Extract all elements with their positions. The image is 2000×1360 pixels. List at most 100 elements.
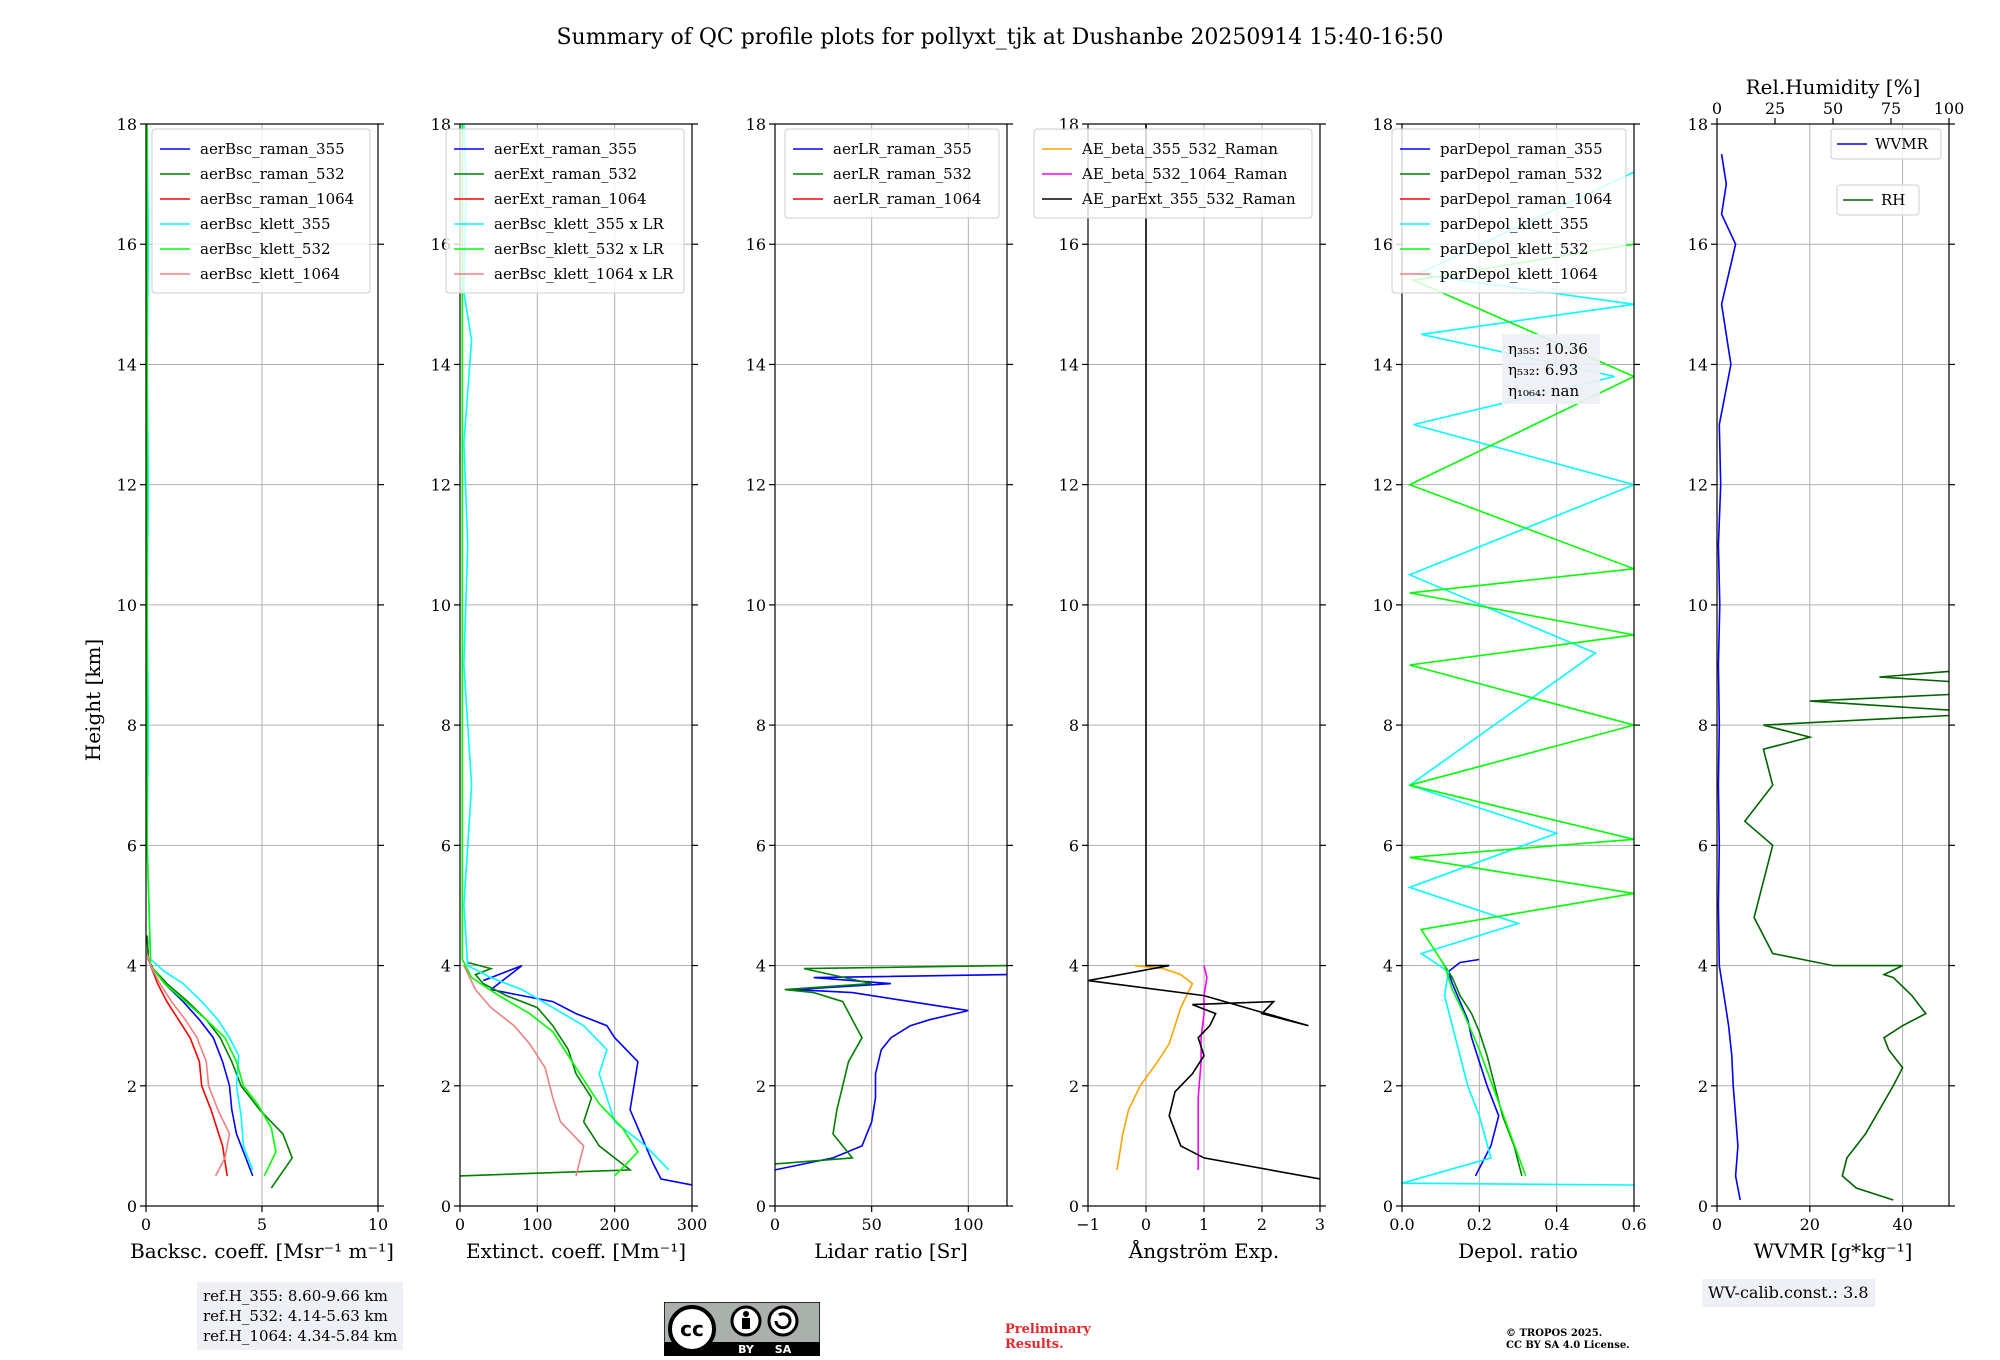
y-tick-label: 4 bbox=[1698, 957, 1708, 976]
preliminary-notice: Preliminary Results. bbox=[1005, 1322, 1091, 1352]
x-tick-label: 20 bbox=[1800, 1215, 1820, 1234]
y-tick-label: 14 bbox=[1373, 355, 1393, 374]
ref-height-355: ref.H_355: 8.60-9.66 km bbox=[203, 1287, 388, 1305]
ref-height-1064: ref.H_1064: 4.34-5.84 km bbox=[203, 1327, 398, 1345]
y-tick-label: 0 bbox=[127, 1197, 137, 1216]
x-top-tick-label: 0 bbox=[1712, 99, 1722, 118]
chart-panel-5: 0 2 4 6 8 10 12 14 16 18 0.0 0.2 0.4 0.6 Depol. ratio p… bbox=[1373, 115, 1647, 1263]
y-tick-label: 16 bbox=[746, 235, 766, 254]
y-tick-label: 2 bbox=[441, 1077, 451, 1096]
y-tick-label: 18 bbox=[431, 115, 451, 134]
legend-label: aerExt_raman_1064 bbox=[494, 190, 647, 208]
y-tick-label: 12 bbox=[1373, 476, 1393, 495]
legend-label: parDepol_klett_355 bbox=[1440, 215, 1589, 233]
legend-label: parDepol_klett_532 bbox=[1440, 240, 1589, 258]
series-line-aerBsc_raman_532 bbox=[146, 935, 294, 1189]
x-tick-label: 2 bbox=[1257, 1215, 1267, 1234]
eta-annotation-text: η₅₃₂: 6.93 bbox=[1508, 361, 1578, 379]
copyright-line-2: CC BY SA 4.0 License. bbox=[1506, 1340, 1630, 1351]
y-tick-label: 4 bbox=[1383, 957, 1393, 976]
x-tick-label: 5 bbox=[257, 1215, 267, 1234]
x-tick-label: 0.0 bbox=[1389, 1215, 1414, 1234]
series-group bbox=[1088, 124, 1320, 1180]
legend-label: parDepol_raman_355 bbox=[1440, 140, 1603, 158]
series-line-RH bbox=[1743, 670, 1949, 1201]
legend-label: AE_beta_355_532_Raman bbox=[1081, 140, 1278, 158]
series-line-parDepol_raman_532 bbox=[1440, 959, 1523, 1177]
x-top-tick-label: 100 bbox=[1934, 99, 1965, 118]
legend-label: parDepol_raman_1064 bbox=[1440, 190, 1612, 208]
y-tick-label: 12 bbox=[746, 476, 766, 495]
legend-label: AE_parExt_355_532_Raman bbox=[1081, 190, 1296, 208]
legend-label: aerBsc_raman_355 bbox=[200, 140, 345, 158]
series-line-parDepol_raman_355 bbox=[1447, 958, 1500, 1177]
y-tick-label: 0 bbox=[1383, 1197, 1393, 1216]
x-axis-label: Extinct. coeff. [Mm⁻¹] bbox=[466, 1239, 686, 1263]
legend-label: WVMR bbox=[1875, 135, 1929, 153]
panels: 0 2 4 6 8 10 12 14 16 18 0 5 10 Backsc. coeff. [Msr⁻¹… bbox=[117, 75, 1965, 1263]
x-axis-label: Lidar ratio [Sr] bbox=[814, 1239, 968, 1263]
series-line-aerLR_raman_532 bbox=[775, 964, 1007, 1165]
y-tick-label: 12 bbox=[117, 476, 137, 495]
legend-box bbox=[1830, 128, 1942, 160]
y-tick-label: 2 bbox=[127, 1077, 137, 1096]
y-tick-label: 6 bbox=[756, 836, 766, 855]
series-group bbox=[460, 124, 692, 1186]
legend-label: aerBsc_klett_355 x LR bbox=[494, 215, 665, 233]
preliminary-line-2: Results. bbox=[1005, 1337, 1064, 1352]
legend-label: aerBsc_raman_1064 bbox=[200, 190, 354, 208]
legend-label: AE_beta_532_1064_Raman bbox=[1081, 165, 1288, 183]
series-line-aerBsc_klett_355 x LR bbox=[463, 124, 670, 1171]
legend-label: aerExt_raman_355 bbox=[494, 140, 637, 158]
x-tick-label: −1 bbox=[1076, 1215, 1100, 1234]
y-tick-label: 8 bbox=[1069, 716, 1079, 735]
legend-label: aerLR_raman_532 bbox=[833, 165, 972, 183]
wv-calib-box: WV-calib.const.: 3.8 bbox=[1702, 1279, 1875, 1307]
y-tick-label: 14 bbox=[746, 355, 766, 374]
y-tick-label: 4 bbox=[127, 957, 137, 976]
svg-text:cc: cc bbox=[680, 1317, 704, 1341]
y-tick-label: 2 bbox=[1698, 1077, 1708, 1096]
y-tick-label: 0 bbox=[1069, 1197, 1079, 1216]
y-tick-label: 8 bbox=[1383, 716, 1393, 735]
legend-label: aerLR_raman_1064 bbox=[833, 190, 981, 208]
y-tick-label: 8 bbox=[441, 716, 451, 735]
series-group bbox=[1717, 153, 1949, 1201]
series-line-AE_parExt_355_532_Raman bbox=[1088, 124, 1320, 1180]
plot-frame bbox=[459, 123, 693, 1207]
y-tick-label: 16 bbox=[117, 235, 137, 254]
y-tick-label: 6 bbox=[127, 836, 137, 855]
y-tick-label: 16 bbox=[1373, 235, 1393, 254]
copyright-notice: © TROPOS 2025. CC BY SA 4.0 License. bbox=[1506, 1328, 1630, 1352]
y-tick-label: 10 bbox=[431, 596, 451, 615]
series-line-AE_beta_355_532_Raman bbox=[1116, 964, 1194, 1171]
wv-calib-text: WV-calib.const.: 3.8 bbox=[1708, 1283, 1869, 1302]
series-line-aerBsc_klett_355 bbox=[146, 124, 254, 1171]
chart-panel-3: 0 2 4 6 8 10 12 14 16 18 0 50 100 Lidar ratio [Sr] aer… bbox=[746, 115, 1013, 1263]
copyright-line-1: © TROPOS 2025. bbox=[1506, 1328, 1603, 1339]
series-line-WVMR bbox=[1717, 153, 1741, 1201]
y-tick-label: 12 bbox=[1688, 476, 1708, 495]
x-axis-label: Backsc. coeff. [Msr⁻¹ m⁻¹] bbox=[130, 1239, 394, 1263]
legend-box bbox=[151, 128, 371, 294]
y-tick-label: 14 bbox=[117, 355, 137, 374]
figure-title: Summary of QC profile plots for pollyxt_… bbox=[556, 25, 1443, 50]
y-tick-label: 0 bbox=[1698, 1197, 1708, 1216]
y-tick-label: 6 bbox=[1069, 836, 1079, 855]
x-tick-label: 3 bbox=[1315, 1215, 1325, 1234]
ref-height-box: ref.H_355: 8.60-9.66 km ref.H_532: 4.14-… bbox=[197, 1282, 404, 1350]
y-tick-label: 2 bbox=[756, 1077, 766, 1096]
series-line-aerBsc_klett_532 bbox=[146, 124, 277, 1177]
x-tick-label: 0 bbox=[1712, 1215, 1722, 1234]
y-tick-label: 2 bbox=[1383, 1077, 1393, 1096]
y-tick-label: 10 bbox=[1059, 596, 1079, 615]
legend-label: aerBsc_klett_355 bbox=[200, 215, 331, 233]
y-tick-label: 14 bbox=[431, 355, 451, 374]
y-tick-label: 6 bbox=[1698, 836, 1708, 855]
legend-box bbox=[1836, 184, 1920, 216]
y-tick-label: 12 bbox=[431, 476, 451, 495]
series-line-aerExt_raman_532 bbox=[460, 961, 633, 1177]
y-tick-label: 18 bbox=[117, 115, 137, 134]
y-tick-label: 6 bbox=[1383, 836, 1393, 855]
